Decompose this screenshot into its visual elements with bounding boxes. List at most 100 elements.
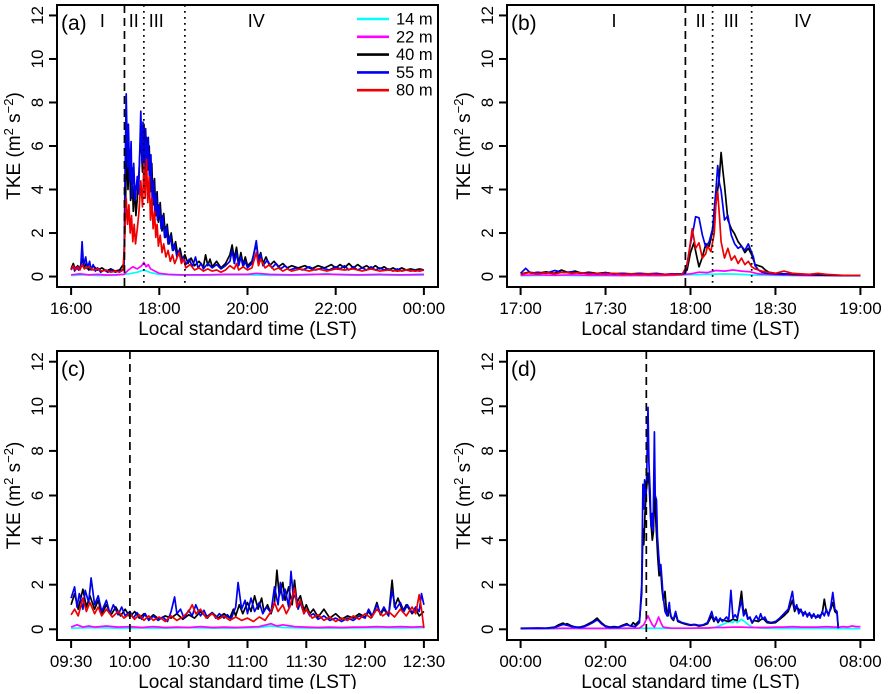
region-label-II-a: II [129,11,139,31]
region-label-III-a: III [149,11,164,31]
legend-label-h80: 80 m [396,82,433,100]
panel-letter-b: (b) [511,12,537,35]
x-tick-label-d: 06:00 [754,652,797,671]
panel-letter-a: (a) [61,12,87,35]
x-tick-label-c: 12:00 [344,652,387,671]
series-group-a [70,92,425,277]
series-h40-line-b [520,151,861,277]
x-tick-label-b: 18:00 [669,299,712,318]
panel-letter-d: (d) [511,358,537,381]
x-tick-label-c: 10:00 [109,652,152,671]
x-tick-label-c: 11:00 [227,652,268,671]
y-tick-label-a: 12 [28,6,47,25]
y-axis-title-a: TKE (m2​ s−2​) [1,92,25,200]
y-tick-label-a: 2 [28,228,47,237]
y-tick-label-c: 8 [28,446,47,455]
y-tick-label-b: 12 [478,6,497,25]
region-label-IV-a: IV [248,11,265,31]
series-h22-line-b [520,269,861,277]
x-tick-label-a: 18:00 [138,299,181,318]
x-tick-label-d: 08:00 [839,652,882,671]
x-axis-title-b: Local standard time (LST) [581,319,800,340]
legend-label-h40: 40 m [396,46,433,64]
series-h55-line-c [70,570,425,623]
y-tick-label-b: 6 [478,141,497,150]
y-tick-label-d: 10 [478,397,497,416]
plot-box-c [56,350,439,641]
x-tick-label-b: 17:00 [499,299,542,318]
region-label-II-b: II [696,11,706,31]
x-tick-label-c: 10:30 [167,652,210,671]
y-tick-label-c: 0 [28,625,47,634]
x-tick-label-c: 12:30 [403,652,446,671]
series-h55-line-d [520,406,840,630]
x-axis-title-a: Local standard time (LST) [138,319,357,340]
x-tick-label-a: 20:00 [226,299,269,318]
x-tick-label-c: 11:30 [286,652,327,671]
y-tick-label-b: 8 [478,98,497,107]
panel-b: 17:00 17:30 18:00 18:30 19:00 0 2 4 6 8 10 12 Local … [451,4,882,340]
series-group-b [520,151,861,277]
x-axis-title-c: Local standard time (LST) [138,672,357,689]
y-tick-label-c: 6 [28,491,47,500]
y-tick-label-d: 0 [478,625,497,634]
y-tick-label-d: 6 [478,491,497,500]
plot-box-a [56,4,439,288]
series-h80-line-b [520,190,861,277]
legend-label-h22: 22 m [396,28,433,46]
region-label-I-b: I [612,11,617,31]
y-tick-label-a: 6 [28,141,47,150]
x-tick-label-d: 02:00 [584,652,627,671]
x-tick-label-a: 00:00 [403,299,446,318]
panel-d: 00:00 02:00 04:00 06:00 08:00 0 2 4 6 8 10 12 Local … [451,350,882,693]
y-tick-label-d: 4 [478,535,497,544]
legend: 14 m22 m40 m55 m80 m [357,11,433,100]
x-tick-label-b: 19:00 [839,299,882,318]
panel-letter-c: (c) [61,358,86,381]
legend-label-h14: 14 m [396,11,433,29]
region-label-IV-b: IV [794,11,811,31]
y-tick-label-a: 4 [28,185,47,194]
y-tick-label-d: 2 [478,580,497,589]
y-axis-title-d: TKE (m2​ s−2​) [451,442,475,550]
y-tick-label-c: 10 [28,397,47,416]
x-tick-label-b: 17:30 [584,299,627,318]
y-tick-label-a: 8 [28,98,47,107]
region-label-III-b: III [724,11,739,31]
x-tick-label-d: 00:00 [499,652,542,671]
series-group-c [70,569,425,630]
series-h40-line-a [70,123,425,272]
y-tick-label-b: 0 [478,272,497,281]
x-axis-title-d: Local standard time (LST) [581,672,800,689]
x-tick-label-b: 18:30 [754,299,797,318]
x-tick-label-a: 22:00 [314,299,357,318]
y-tick-label-a: 10 [28,50,47,69]
y-tick-label-c: 4 [28,535,47,544]
series-h55-line-b [520,164,861,277]
y-axis-title-b: TKE (m2​ s−2​) [451,92,475,200]
series-h22-line-a [71,261,424,276]
y-tick-label-a: 0 [28,272,47,281]
legend-label-h55: 55 m [396,64,433,82]
y-tick-label-c: 2 [28,580,47,589]
y-tick-label-d: 8 [478,446,497,455]
series-h40-line-d [520,472,840,630]
x-tick-label-a: 16:00 [50,299,93,318]
region-label-I-a: I [100,11,105,31]
y-tick-label-b: 4 [478,185,497,194]
panel-c: 09:30 10:00 10:30 11:00 11:30 12:00 12:30 0 2 4 6 8… [1,350,446,693]
plot-box-d [506,350,875,641]
series-h80-line-c [70,587,425,629]
x-tick-label-c: 09:30 [50,652,93,671]
y-tick-label-c: 12 [28,352,47,371]
y-axis-title-c: TKE (m2​ s−2​) [1,442,25,550]
series-h22-line-c [70,622,424,629]
y-tick-label-d: 12 [478,352,497,371]
y-tick-label-b: 10 [478,50,497,69]
x-tick-label-d: 04:00 [669,652,712,671]
panel-a: 16:00 18:00 20:00 22:00 00:00 0 2 4 6 8 10 12 Local … [1,4,446,340]
series-h22-line-d [520,615,861,630]
series-group-d [520,406,861,630]
